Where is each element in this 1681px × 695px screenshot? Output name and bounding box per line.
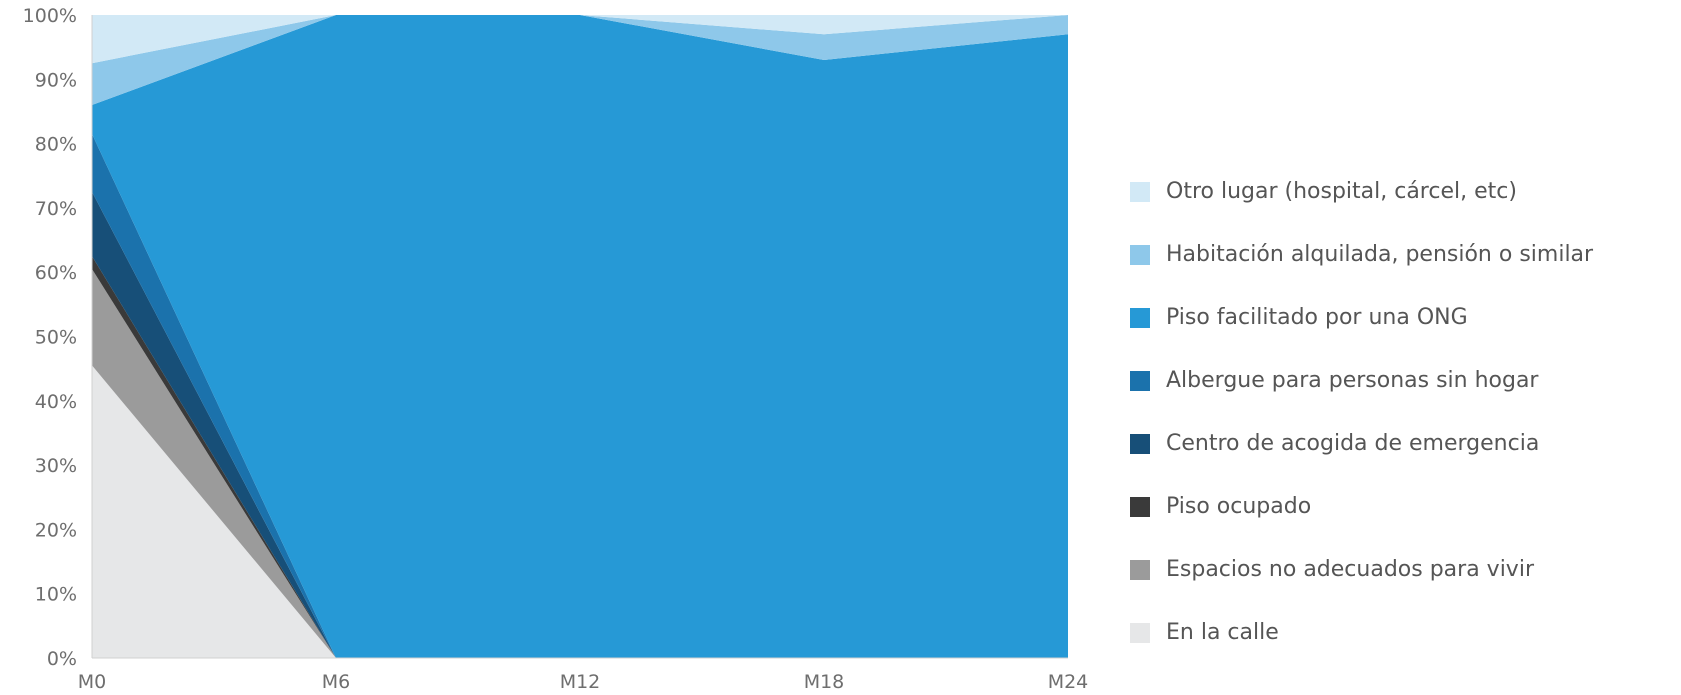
legend-swatch	[1130, 496, 1150, 517]
legend-label: Otro lugar (hospital, cárcel, etc)	[1166, 179, 1517, 204]
legend-item-habitacion-alquilada-pension-o-similar: Habitación alquilada, pensión o similar	[1130, 223, 1670, 286]
legend-label: Piso ocupado	[1166, 494, 1312, 519]
y-tick-label: 50%	[35, 327, 77, 349]
x-tick-label: M0	[78, 671, 106, 693]
y-tick-label: 90%	[35, 69, 77, 91]
legend-swatch	[1130, 559, 1150, 580]
legend-swatch	[1130, 181, 1150, 202]
legend-item-otro-lugar-hospital-carcel-etc: Otro lugar (hospital, cárcel, etc)	[1130, 160, 1670, 223]
legend-swatch	[1130, 622, 1150, 643]
legend-label: Habitación alquilada, pensión o similar	[1166, 242, 1594, 267]
y-tick-label: 40%	[35, 391, 77, 413]
y-tick-label: 30%	[35, 455, 77, 477]
y-tick-label: 80%	[35, 134, 77, 156]
legend-item-piso-facilitado-por-una-ong: Piso facilitado por una ONG	[1130, 286, 1670, 349]
y-tick-label: 0%	[47, 648, 77, 670]
legend-swatch	[1130, 244, 1150, 265]
y-tick-label: 100%	[23, 5, 77, 27]
legend-item-en-la-calle: En la calle	[1130, 601, 1670, 664]
x-tick-label: M6	[322, 671, 350, 693]
y-tick-label: 20%	[35, 519, 77, 541]
chart-legend: Otro lugar (hospital, cárcel, etc) Habita…	[1130, 160, 1670, 664]
legend-label: Espacios no adecuados para vivir	[1166, 557, 1534, 582]
legend-label: Albergue para personas sin hogar	[1166, 368, 1539, 393]
legend-label: Centro de acogida de emergencia	[1166, 431, 1540, 456]
x-tick-label: M12	[560, 671, 601, 693]
x-tick-label: M18	[804, 671, 845, 693]
legend-swatch	[1130, 307, 1150, 328]
legend-item-piso-ocupado: Piso ocupado	[1130, 475, 1670, 538]
legend-label: Piso facilitado por una ONG	[1166, 305, 1468, 330]
y-tick-label: 10%	[35, 584, 77, 606]
area-series-otro-lugar-hospital-carcel-etc	[92, 15, 1068, 64]
legend-swatch	[1130, 370, 1150, 391]
x-tick-label: M24	[1048, 671, 1089, 693]
area-series-en-la-calle	[92, 365, 1068, 658]
legend-item-espacios-no-adecuados-para-vivir: Espacios no adecuados para vivir	[1130, 538, 1670, 601]
legend-swatch	[1130, 433, 1150, 454]
x-axis-ticks: M0 M6 M12 M18 M24	[78, 671, 1089, 693]
legend-label: En la calle	[1166, 620, 1279, 645]
chart-areas	[92, 15, 1068, 658]
y-tick-label: 70%	[35, 198, 77, 220]
legend-item-centro-de-acogida-de-emergencia: Centro de acogida de emergencia	[1130, 412, 1670, 475]
y-tick-label: 60%	[35, 262, 77, 284]
legend-item-albergue-para-personas-sin-hogar: Albergue para personas sin hogar	[1130, 349, 1670, 412]
y-axis-ticks: 0% 10% 20% 30% 40% 50% 60% 70% 80% 90% 100%	[23, 5, 77, 670]
area-series-piso-facilitado-por-una-ong	[92, 15, 1068, 658]
area-series-habitacion-alquilada-pension-o-similar	[92, 15, 1068, 106]
